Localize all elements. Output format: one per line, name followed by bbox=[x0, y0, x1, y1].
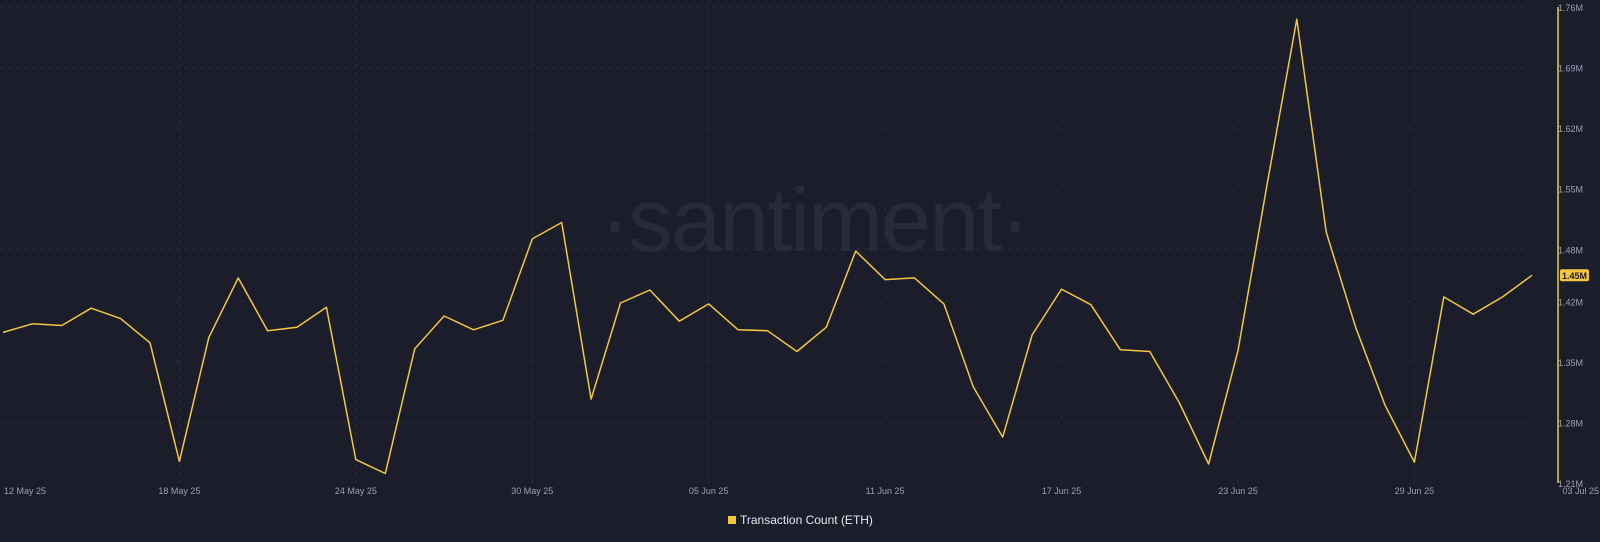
x-tick-label: 23 Jun 25 bbox=[1218, 486, 1258, 496]
current-value-label: 1.45M bbox=[1562, 271, 1587, 281]
y-tick-label: 1.69M bbox=[1558, 64, 1583, 74]
x-tick-label: 17 Jun 25 bbox=[1042, 486, 1082, 496]
y-tick-label: 1.76M bbox=[1558, 3, 1583, 13]
x-tick-label: 24 May 25 bbox=[335, 486, 377, 496]
y-tick-label: 1.62M bbox=[1558, 124, 1583, 134]
x-tick-label: 12 May 25 bbox=[4, 486, 46, 496]
x-tick-label: 11 Jun 25 bbox=[866, 486, 905, 496]
y-tick-label: 1.28M bbox=[1558, 418, 1583, 428]
y-tick-label: 1.35M bbox=[1558, 358, 1583, 368]
y-tick-label: 1.48M bbox=[1558, 245, 1583, 255]
x-tick-label: 05 Jun 25 bbox=[689, 486, 729, 496]
x-tick-label: 18 May 25 bbox=[158, 486, 200, 496]
transaction-count-line bbox=[2, 18, 1533, 475]
y-tick-label: 1.55M bbox=[1558, 185, 1583, 195]
y-tick-label: 1.42M bbox=[1558, 297, 1583, 307]
legend-label: Transaction Count (ETH) bbox=[740, 513, 873, 527]
current-value-badge bbox=[1560, 269, 1589, 282]
legend-swatch bbox=[728, 516, 736, 524]
y-tick-label: 1.21M bbox=[1558, 479, 1583, 489]
x-tick-label: 29 Jun 25 bbox=[1395, 486, 1435, 496]
x-tick-label: 30 May 25 bbox=[511, 486, 553, 496]
x-tick-label: 03 Jul 25 bbox=[1562, 486, 1599, 496]
